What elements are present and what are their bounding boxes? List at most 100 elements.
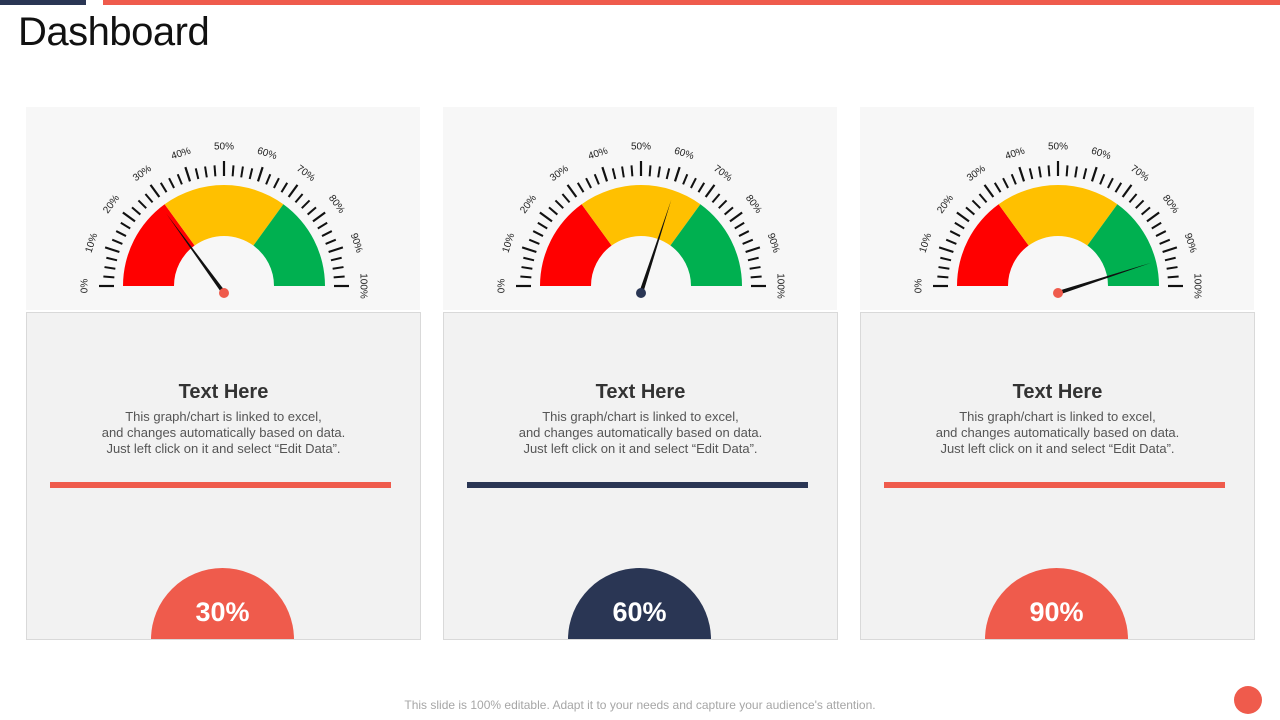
value-label[interactable]: 60% [612,597,667,627]
gauge-tick [949,230,961,237]
gauge-scale-label: 0% [914,279,925,294]
gauge-panel-1: 0% 10% 20% 30% 40% 50% 60% 70% 80% 90% 100% [26,107,420,310]
gauge-tick [1074,166,1078,178]
gauge-tick [585,177,592,189]
gauge-tick [1164,256,1176,262]
card-heading[interactable]: Text Here [595,381,686,403]
gauge-pivot [219,288,229,298]
value-label[interactable]: 90% [1029,597,1084,627]
value-label[interactable]: 30% [195,597,250,627]
card-description-line: This graph/chart is linked to excel, [542,409,739,424]
gauge-tick [734,221,745,230]
gauge-tick [333,275,345,279]
card-description[interactable]: This graph/chart is linked to excel, and… [881,409,1234,457]
gauge-scale-label: 20% [101,193,122,216]
gauge-tick [317,221,328,230]
gauge-tick [115,230,127,237]
gauge-scale-label: 70% [294,163,317,184]
gauge-tick [111,238,123,245]
top-accent-bar-red [103,0,1280,5]
gauge-scale-label: 60% [673,146,696,163]
gauge-scale-label: 50% [631,142,651,153]
gauge-tick [742,238,754,245]
gauge-tick [248,168,254,180]
gauge-needle [166,213,226,295]
gauge-scale-label: 80% [1160,193,1181,216]
gauge-tick [945,238,957,245]
gauge-tick [104,266,116,270]
gauge-tick [321,230,333,237]
gauge-3[interactable]: 0% 10%20% 30% 40% 50% 60% 70% 80%90% 100% [860,107,1254,310]
info-card-3: Text Here This graph/chart is linked to … [860,312,1255,640]
gauge-tick [149,184,161,198]
gauge-tick [287,184,299,198]
gauge-tick [168,177,175,189]
card-heading[interactable]: Text Here [178,381,269,403]
gauge-tick [983,184,995,198]
gauge-tick [137,199,147,209]
gauge-tick [593,173,600,185]
gauge-tick [745,246,761,254]
gauge-tick [750,275,762,279]
gauge-needle [1057,262,1152,295]
gauge-tick [747,256,759,262]
info-card-2: Text Here This graph/chart is linked to … [443,312,838,640]
card-description-line: This graph/chart is linked to excel, [125,409,322,424]
gauge-zone-red [957,204,1029,286]
gauge-tick [1167,275,1179,279]
gauge-tick [1065,165,1069,177]
gauge-scale-label: 100% [357,273,368,299]
gauge-tick [648,165,652,177]
gauge-tick [213,165,217,177]
gauge-tick [1140,206,1151,216]
gauge-scale-label: 10% [501,232,518,255]
corner-dot-icon [1234,686,1262,714]
card-description[interactable]: This graph/chart is linked to excel, and… [464,409,817,457]
gauge-tick [104,246,120,254]
card-heading[interactable]: Text Here [1012,381,1103,403]
gauge-scale-label: 50% [1048,142,1068,153]
gauge-scale-label: 90% [1182,232,1199,255]
gauge-scale-label: 90% [348,232,365,255]
gauge-tick [1028,168,1034,180]
gauge-scale-label: 30% [131,163,154,184]
card-description-line: Just left click on it and select “Edit D… [523,441,758,456]
gauge-tick [1082,168,1088,180]
gauge-scale-label: 10% [84,232,101,255]
gauge-scale-label: 100% [774,273,785,299]
gauge-tick [532,230,544,237]
gauge-2[interactable]: 0% 10%20% 30% 40% 50% 60% 70% 80%90% 100% [443,107,837,310]
gauge-tick [1166,266,1178,270]
gauge-tick [256,166,264,182]
gauge-tick [328,246,344,254]
gauge-scale-label: 80% [743,193,764,216]
gauge-tick [1018,166,1026,182]
gauge-pivot [636,288,646,298]
gauge-scale-label: 30% [548,163,571,184]
gauge-scale-label: 90% [765,232,782,255]
gauge-tick [621,166,625,178]
gauge-tick [144,193,154,204]
gauge-tick [738,230,750,237]
gauge-tick [1099,173,1106,185]
gauge-scale-label: 10% [918,232,935,255]
gauge-zone-red [123,204,195,286]
gauge-tick [306,206,317,216]
gauge-tick [956,211,970,223]
gauge-tick [1159,238,1171,245]
gauge-tick [690,177,697,189]
card-description-line: This graph/chart is linked to excel, [959,409,1156,424]
gauge-tick [1114,182,1123,193]
card-description-line: and changes automatically based on data. [935,425,1180,440]
gauge-tick [1047,165,1051,177]
card-description[interactable]: This graph/chart is linked to excel, and… [47,409,400,457]
card-divider-bar [467,482,808,488]
gauge-1[interactable]: 0% 10%20% 30% 40% 50% 60% 70% 80%90% 100% [26,107,420,310]
gauge-scale-label: 100% [1191,273,1202,299]
gauge-tick [561,193,571,204]
gauge-tick [176,173,183,185]
gauge-tick [521,266,533,270]
gauge-tick [1146,211,1160,223]
gauge-tick [204,166,208,178]
gauge-scale-label: 50% [214,142,234,153]
